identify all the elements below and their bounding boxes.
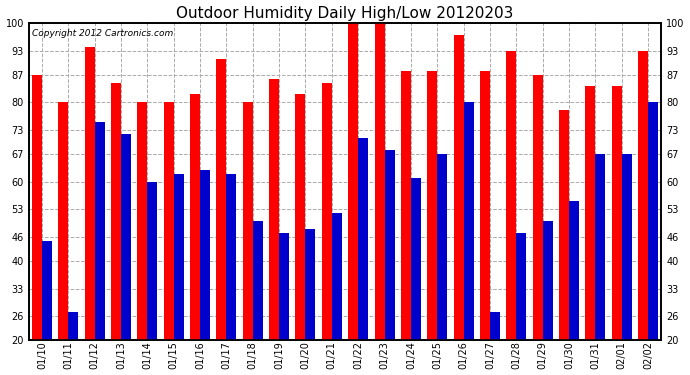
Bar xyxy=(622,154,632,340)
Bar xyxy=(437,154,447,340)
Bar xyxy=(148,182,157,340)
Bar xyxy=(58,102,68,340)
Bar xyxy=(164,102,174,340)
Bar xyxy=(279,233,289,340)
Bar xyxy=(174,174,184,340)
Bar xyxy=(348,23,358,340)
Bar xyxy=(295,94,306,340)
Bar xyxy=(384,150,395,340)
Bar xyxy=(453,35,464,340)
Bar xyxy=(638,51,648,340)
Title: Outdoor Humidity Daily High/Low 20120203: Outdoor Humidity Daily High/Low 20120203 xyxy=(177,6,513,21)
Bar xyxy=(533,75,542,340)
Bar xyxy=(253,221,263,340)
Bar xyxy=(226,174,237,340)
Bar xyxy=(648,102,658,340)
Bar xyxy=(585,87,595,340)
Bar xyxy=(516,233,526,340)
Bar xyxy=(559,110,569,340)
Bar xyxy=(42,241,52,340)
Bar xyxy=(480,70,490,340)
Bar xyxy=(358,138,368,340)
Bar xyxy=(243,102,253,340)
Bar xyxy=(506,51,516,340)
Bar xyxy=(569,201,579,340)
Bar xyxy=(411,178,421,340)
Bar xyxy=(32,75,42,340)
Bar xyxy=(595,154,605,340)
Bar xyxy=(269,79,279,340)
Bar xyxy=(542,221,553,340)
Bar xyxy=(190,94,200,340)
Text: Copyright 2012 Cartronics.com: Copyright 2012 Cartronics.com xyxy=(32,30,173,39)
Bar xyxy=(68,312,79,340)
Bar xyxy=(306,229,315,340)
Bar xyxy=(490,312,500,340)
Bar xyxy=(121,134,131,340)
Bar xyxy=(95,122,105,340)
Bar xyxy=(611,87,622,340)
Bar xyxy=(217,59,226,340)
Bar xyxy=(322,82,332,340)
Bar xyxy=(111,82,121,340)
Bar xyxy=(375,23,384,340)
Bar xyxy=(401,70,411,340)
Bar xyxy=(332,213,342,340)
Bar xyxy=(427,70,437,340)
Bar xyxy=(85,47,95,340)
Bar xyxy=(137,102,148,340)
Bar xyxy=(464,102,473,340)
Bar xyxy=(200,170,210,340)
